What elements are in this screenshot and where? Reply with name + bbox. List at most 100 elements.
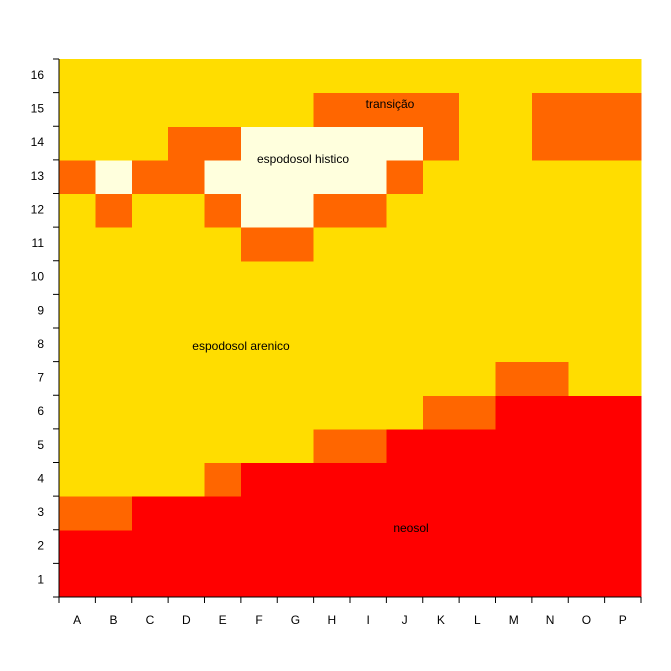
cell	[168, 227, 205, 262]
cell	[386, 395, 424, 430]
cell	[568, 496, 606, 531]
cell	[277, 59, 315, 94]
cell	[495, 462, 533, 497]
cell	[313, 294, 351, 329]
cell	[240, 59, 278, 94]
cell	[313, 328, 351, 363]
y-tick-label: 10	[31, 270, 45, 284]
cell	[313, 193, 351, 228]
cell	[422, 92, 460, 127]
y-tick-label: 15	[31, 102, 45, 116]
cell	[313, 260, 351, 295]
cell	[204, 126, 242, 161]
x-tick-label: K	[437, 613, 445, 627]
cell	[95, 428, 133, 463]
x-tick-label: O	[582, 613, 591, 627]
cell	[131, 328, 169, 363]
cell	[277, 563, 315, 598]
cell	[531, 496, 569, 531]
cell	[240, 328, 278, 363]
annotation: espodosol histico	[257, 152, 349, 166]
cell	[131, 227, 169, 262]
cell	[350, 126, 387, 161]
cell	[350, 496, 387, 531]
x-tick-label: G	[291, 613, 300, 627]
cell	[568, 159, 606, 194]
cell	[386, 462, 424, 497]
cell	[531, 395, 569, 430]
cell	[168, 126, 205, 161]
cell	[277, 428, 315, 463]
cell	[350, 462, 387, 497]
cell	[59, 159, 96, 194]
cell	[531, 260, 569, 295]
cell	[350, 529, 387, 564]
cell	[422, 496, 460, 531]
cell	[95, 395, 133, 430]
y-tick-label: 13	[31, 169, 45, 183]
cell	[277, 294, 315, 329]
cell	[131, 361, 169, 396]
cell	[531, 428, 569, 463]
y-tick-label: 7	[37, 371, 44, 385]
cell	[204, 260, 242, 295]
cell	[240, 395, 278, 430]
cell	[495, 428, 533, 463]
cell	[568, 328, 606, 363]
cell	[240, 260, 278, 295]
cell	[168, 563, 205, 598]
y-tick-label: 5	[37, 438, 44, 452]
cell	[531, 563, 569, 598]
cell	[495, 126, 533, 161]
cell	[277, 227, 315, 262]
cell	[604, 563, 642, 598]
cell	[350, 361, 387, 396]
cell	[59, 428, 96, 463]
cell	[277, 328, 315, 363]
x-tick-label: H	[327, 613, 336, 627]
cell	[531, 462, 569, 497]
cell	[95, 126, 133, 161]
cell	[277, 126, 315, 161]
cell	[313, 563, 351, 598]
y-tick-label: 11	[32, 236, 45, 250]
cell	[131, 59, 169, 94]
cell	[568, 260, 606, 295]
cell	[168, 496, 205, 531]
cell	[422, 260, 460, 295]
cell	[568, 294, 606, 329]
cell	[495, 529, 533, 564]
cell	[95, 59, 133, 94]
cell	[568, 59, 606, 94]
y-tick-label: 4	[37, 471, 44, 485]
y-tick-label: 1	[37, 572, 44, 586]
cell	[604, 328, 642, 363]
y-tick-label: 2	[37, 539, 44, 553]
cell	[59, 496, 96, 531]
cell	[386, 59, 424, 94]
cell	[386, 496, 424, 531]
cell	[313, 529, 351, 564]
cell	[568, 462, 606, 497]
cell	[168, 428, 205, 463]
cell	[568, 529, 606, 564]
cell	[495, 159, 533, 194]
cell	[168, 193, 205, 228]
cell	[459, 462, 496, 497]
cell	[386, 193, 424, 228]
cell	[350, 92, 387, 127]
cell	[59, 126, 96, 161]
cell	[422, 563, 460, 598]
cell	[168, 529, 205, 564]
cell	[131, 92, 169, 127]
cell	[568, 126, 606, 161]
cell	[459, 92, 496, 127]
cell	[168, 294, 205, 329]
x-tick-label: D	[182, 613, 191, 627]
cell	[95, 529, 133, 564]
cell	[386, 159, 424, 194]
cell	[313, 496, 351, 531]
cell	[459, 260, 496, 295]
cell	[386, 361, 424, 396]
cell	[131, 159, 169, 194]
